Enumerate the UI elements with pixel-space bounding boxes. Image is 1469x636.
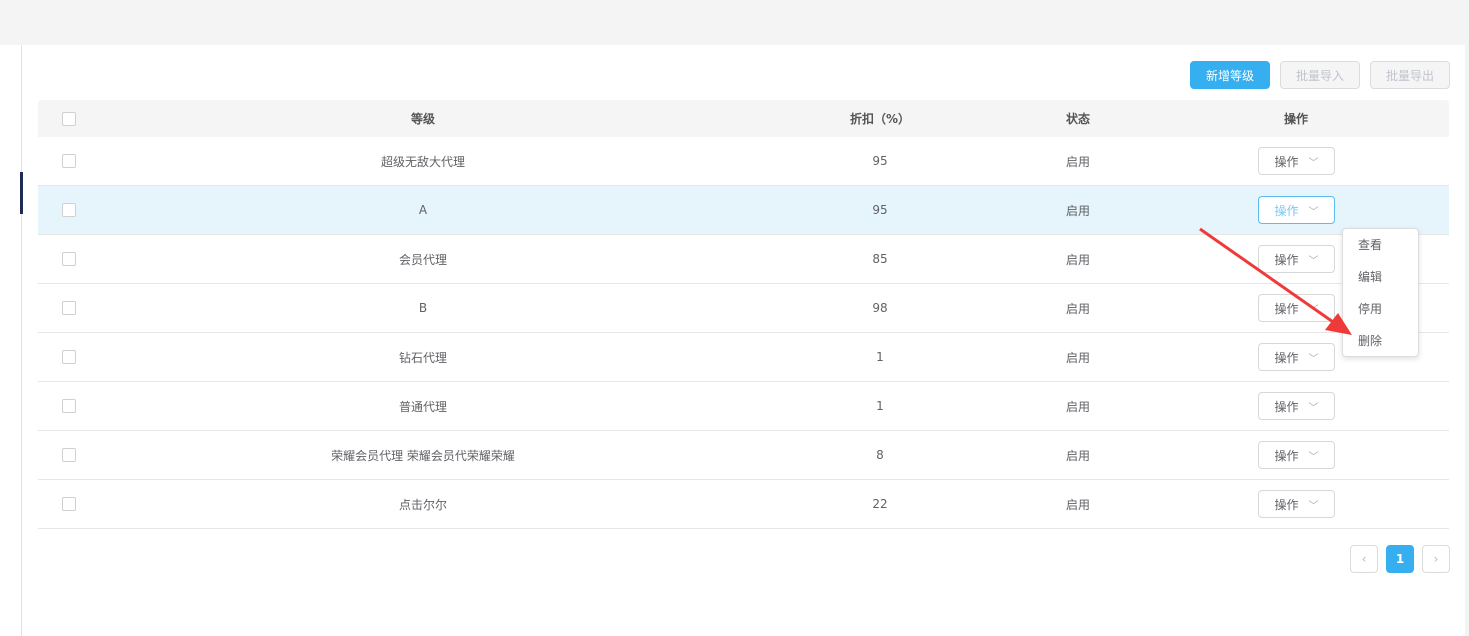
action-dropdown-menu: 查看 编辑 停用 删除 xyxy=(1342,228,1419,357)
action-label: 操作 xyxy=(1274,301,1299,316)
discount-value: 95 xyxy=(872,203,888,217)
action-label: 操作 xyxy=(1274,497,1299,512)
chevron-down-icon: ﹀ xyxy=(1308,157,1319,169)
status-text: 启用 xyxy=(1065,203,1091,218)
action-dropdown-button[interactable]: 操作 ﹀ xyxy=(1258,245,1335,273)
action-dropdown-button[interactable]: 操作 ﹀ xyxy=(1258,196,1335,224)
table-row: 点击尔尔 22 启用 操作 ﹀ xyxy=(38,480,1449,529)
status-text: 启用 xyxy=(1065,154,1091,169)
menu-item-edit[interactable]: 编辑 xyxy=(1358,270,1383,284)
row-checkbox[interactable] xyxy=(62,350,76,364)
prev-page-button[interactable]: ‹ xyxy=(1350,545,1378,573)
sidebar-active-indicator xyxy=(20,172,23,214)
page-1-button[interactable]: 1 xyxy=(1386,545,1414,573)
status-text: 启用 xyxy=(1065,448,1091,463)
action-label: 操作 xyxy=(1274,154,1299,169)
status-text: 启用 xyxy=(1065,301,1091,316)
level-table: 等级 折扣（%） 状态 操作 超级无敌大代理 95 启用 操作 ﹀ A 95 启用… xyxy=(38,100,1449,529)
table-header: 等级 折扣（%） 状态 操作 xyxy=(38,100,1449,137)
table-row: 荣耀会员代理 荣耀会员代荣耀荣耀 8 启用 操作 ﹀ xyxy=(38,431,1449,480)
top-bar xyxy=(0,0,1469,45)
action-dropdown-button[interactable]: 操作 ﹀ xyxy=(1258,490,1335,518)
chevron-down-icon: ﹀ xyxy=(1308,451,1319,463)
table-row: 钻石代理 1 启用 操作 ﹀ xyxy=(38,333,1449,382)
action-dropdown-button[interactable]: 操作 ﹀ xyxy=(1258,294,1335,322)
row-checkbox[interactable] xyxy=(62,154,76,168)
chevron-down-icon: ﹀ xyxy=(1308,304,1319,316)
action-dropdown-button[interactable]: 操作 ﹀ xyxy=(1258,441,1335,469)
discount-value: 98 xyxy=(872,301,888,315)
batch-import-button[interactable]: 批量导入 xyxy=(1280,61,1360,89)
row-checkbox[interactable] xyxy=(62,497,76,511)
discount-value: 22 xyxy=(872,497,888,511)
col-action: 操作 xyxy=(1283,112,1309,126)
level-name: 超级无敌大代理 xyxy=(380,154,466,169)
chevron-down-icon: ﹀ xyxy=(1308,402,1319,414)
col-status: 状态 xyxy=(1065,112,1091,126)
menu-item-view[interactable]: 查看 xyxy=(1358,238,1383,252)
row-checkbox[interactable] xyxy=(62,301,76,315)
status-text: 启用 xyxy=(1065,252,1091,267)
row-checkbox[interactable] xyxy=(62,252,76,266)
row-checkbox[interactable] xyxy=(62,399,76,413)
discount-value: 95 xyxy=(872,154,888,168)
level-name: 普通代理 xyxy=(398,399,448,414)
action-dropdown-button[interactable]: 操作 ﹀ xyxy=(1258,147,1335,175)
table-row: A 95 启用 操作 ﹀ xyxy=(38,186,1449,235)
batch-export-button[interactable]: 批量导出 xyxy=(1370,61,1450,89)
menu-item-disable[interactable]: 停用 xyxy=(1358,302,1383,316)
discount-value: 1 xyxy=(876,350,884,364)
col-level: 等级 xyxy=(410,112,436,126)
chevron-down-icon: ﹀ xyxy=(1308,353,1319,365)
table-row: 会员代理 85 启用 操作 ﹀ xyxy=(38,235,1449,284)
add-level-button[interactable]: 新增等级 xyxy=(1190,61,1270,89)
level-name: 点击尔尔 xyxy=(398,497,448,512)
chevron-down-icon: ﹀ xyxy=(1308,206,1319,218)
status-text: 启用 xyxy=(1065,497,1091,512)
level-name: A xyxy=(418,203,428,217)
status-text: 启用 xyxy=(1065,350,1091,365)
row-checkbox[interactable] xyxy=(62,203,76,217)
level-name: B xyxy=(418,301,428,315)
discount-value: 1 xyxy=(876,399,884,413)
action-label: 操作 xyxy=(1274,448,1299,463)
table-row: 超级无敌大代理 95 启用 操作 ﹀ xyxy=(38,137,1449,186)
select-all-checkbox[interactable] xyxy=(62,111,76,126)
chevron-down-icon: ﹀ xyxy=(1308,255,1319,267)
table-row: 普通代理 1 启用 操作 ﹀ xyxy=(38,382,1449,431)
action-label: 操作 xyxy=(1274,350,1299,365)
action-label: 操作 xyxy=(1274,203,1299,218)
chevron-down-icon: ﹀ xyxy=(1308,500,1319,512)
action-label: 操作 xyxy=(1274,252,1299,267)
level-name: 荣耀会员代理 荣耀会员代荣耀荣耀 xyxy=(331,448,515,463)
level-name: 会员代理 xyxy=(398,252,448,267)
action-dropdown-button[interactable]: 操作 ﹀ xyxy=(1258,343,1335,371)
next-page-button[interactable]: › xyxy=(1422,545,1450,573)
discount-value: 85 xyxy=(872,252,888,266)
action-dropdown-button[interactable]: 操作 ﹀ xyxy=(1258,392,1335,420)
action-label: 操作 xyxy=(1274,399,1299,414)
table-row: B 98 启用 操作 ﹀ xyxy=(38,284,1449,333)
col-discount: 折扣（%） xyxy=(849,112,911,126)
level-name: 钻石代理 xyxy=(398,350,448,365)
discount-value: 8 xyxy=(876,448,884,462)
menu-item-delete[interactable]: 删除 xyxy=(1358,334,1383,348)
sidebar xyxy=(0,45,22,636)
status-text: 启用 xyxy=(1065,399,1091,414)
row-checkbox[interactable] xyxy=(62,448,76,462)
scrollbar-track[interactable] xyxy=(1465,45,1469,636)
